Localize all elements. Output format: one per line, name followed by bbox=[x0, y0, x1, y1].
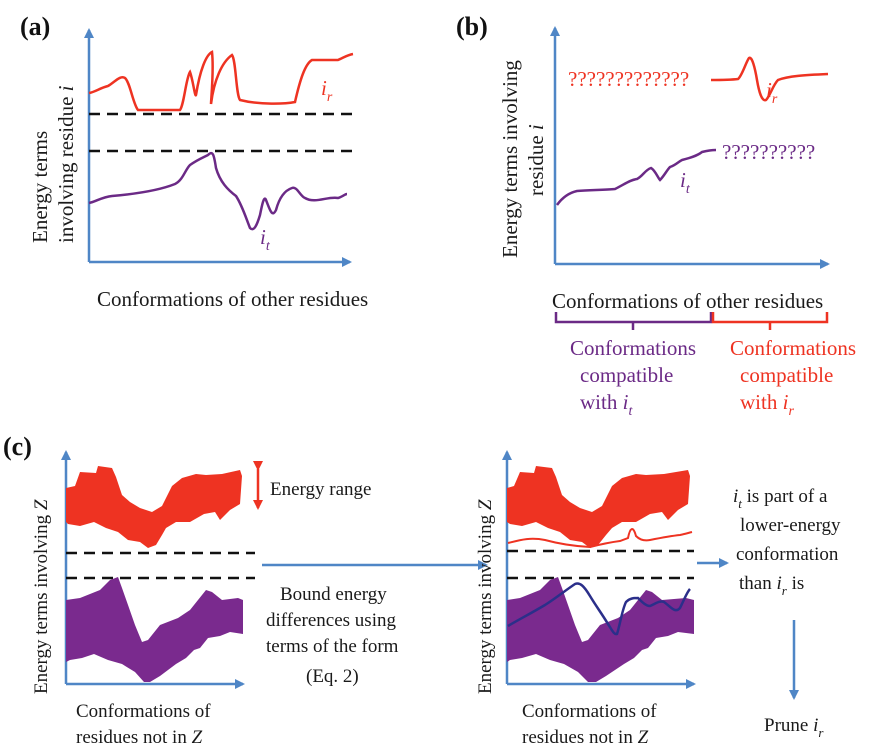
panel-c-middle-text-line3: terms of the form bbox=[266, 636, 399, 657]
panel-a-y-label-line1: Energy terms bbox=[28, 131, 52, 243]
panel-b-purple-curve bbox=[555, 148, 717, 206]
panel-a-purple-label: it bbox=[260, 225, 271, 254]
panel-a-letter: (a) bbox=[20, 12, 50, 41]
panel-b-red-bracket-line3: with ir bbox=[740, 390, 794, 419]
panel-a: (a) Energy terms involving residue i ir … bbox=[20, 12, 368, 311]
panel-b-y-label-line1: Energy terms involving bbox=[498, 60, 522, 258]
panel-c-middle-text-line1: Bound energy bbox=[280, 584, 387, 605]
panel-a-red-curve bbox=[88, 50, 354, 112]
panel-b-red-bracket-line1: Conformations bbox=[730, 336, 856, 360]
panel-c-conclusion-line4: than ir is bbox=[739, 573, 804, 598]
panel-c-conclusion-line1: it is part of a bbox=[733, 486, 828, 511]
panel-a-y-label-line2: involving residue i bbox=[54, 85, 78, 243]
panel-c-right-x-label-line2: residues not in Z bbox=[522, 727, 649, 748]
panel-b-purple-bracket-line2: compatible bbox=[580, 363, 673, 387]
panel-b-red-bracket-line2: compatible bbox=[740, 363, 833, 387]
panel-b-red-bracket bbox=[711, 312, 829, 330]
panel-c-letter: (c) bbox=[3, 432, 32, 461]
panel-c-middle-text-line4: (Eq. 2) bbox=[306, 666, 359, 687]
panel-b-red-label: ir bbox=[766, 78, 778, 107]
panel-c-energy-range-label: Energy range bbox=[270, 479, 371, 500]
panel-a-purple-curve bbox=[88, 151, 348, 231]
panel-c-middle-text-line2: differences using bbox=[266, 610, 396, 631]
panel-a-red-label: ir bbox=[321, 76, 333, 105]
panel-c-right-purple-band bbox=[507, 577, 694, 682]
panel-c-conclusion-line2: lower-energy bbox=[740, 515, 841, 536]
panel-b-red-curve bbox=[710, 56, 829, 102]
panel-c-left-purple-band bbox=[66, 577, 243, 682]
panel-c-left-x-label-line1: Conformations of bbox=[76, 701, 211, 722]
panel-b-y-label-line2: residue i bbox=[524, 124, 548, 196]
panel-c-right-red-line bbox=[507, 528, 693, 549]
panel-b-red-unknown: ????????????? bbox=[568, 67, 689, 91]
panel-b-purple-unknown: ?????????? bbox=[722, 140, 815, 164]
panel-b-purple-bracket bbox=[554, 312, 713, 330]
panel-b-x-label: Conformations of other residues bbox=[552, 289, 823, 313]
panel-c-right-red-band bbox=[507, 466, 690, 548]
panel-b-letter: (b) bbox=[456, 12, 488, 41]
panel-c-left-y-label: Energy terms involving Z bbox=[31, 499, 52, 694]
panel-b: (b) Energy terms involving residue i ???… bbox=[456, 12, 856, 419]
panel-c-right-x-label-line1: Conformations of bbox=[522, 701, 657, 722]
panel-b-purple-bracket-line3: with it bbox=[580, 390, 633, 419]
panel-c-right-navy-line bbox=[507, 582, 691, 636]
panel-c: (c) Energy terms involving Z Energy rang… bbox=[3, 432, 841, 748]
panel-b-purple-label: it bbox=[680, 168, 691, 197]
panel-c-right-y-label: Energy terms involving Z bbox=[475, 499, 496, 694]
panel-c-left-x-label-line2: residues not in Z bbox=[76, 727, 203, 748]
panel-c-left-red-band bbox=[66, 466, 242, 548]
panel-c-prune-label: Prune ir bbox=[764, 715, 824, 740]
panel-b-purple-bracket-line1: Conformations bbox=[570, 336, 696, 360]
panel-c-conclusion-line3: conformation bbox=[736, 544, 839, 565]
panel-a-x-label: Conformations of other residues bbox=[97, 287, 368, 311]
